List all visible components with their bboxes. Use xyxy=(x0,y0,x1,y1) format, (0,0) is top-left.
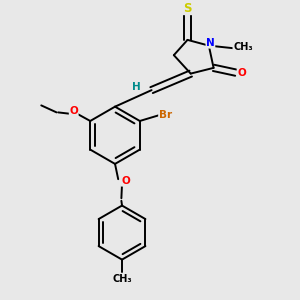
Text: S: S xyxy=(183,2,192,15)
Text: H: H xyxy=(132,82,141,92)
Text: Br: Br xyxy=(159,110,172,120)
Text: CH₃: CH₃ xyxy=(112,274,132,284)
Text: CH₃: CH₃ xyxy=(233,42,253,52)
Text: N: N xyxy=(206,38,215,48)
Text: O: O xyxy=(69,106,78,116)
Text: O: O xyxy=(122,176,130,186)
Text: O: O xyxy=(237,68,246,78)
